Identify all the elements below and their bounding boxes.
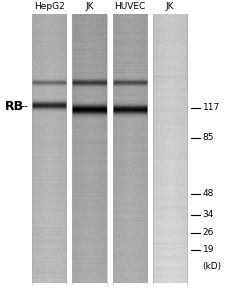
Text: HepG2: HepG2: [34, 2, 64, 11]
Text: 19: 19: [203, 245, 214, 254]
Text: 85: 85: [203, 134, 214, 142]
Text: 48: 48: [203, 189, 214, 198]
Text: 117: 117: [203, 103, 220, 112]
Text: JK: JK: [85, 2, 94, 11]
Text: HUVEC: HUVEC: [114, 2, 145, 11]
Text: RB: RB: [5, 100, 24, 113]
Text: (kD): (kD): [203, 262, 222, 272]
Text: --: --: [20, 101, 28, 112]
Text: 26: 26: [203, 228, 214, 237]
Text: 34: 34: [203, 210, 214, 219]
Text: JK: JK: [166, 2, 174, 11]
